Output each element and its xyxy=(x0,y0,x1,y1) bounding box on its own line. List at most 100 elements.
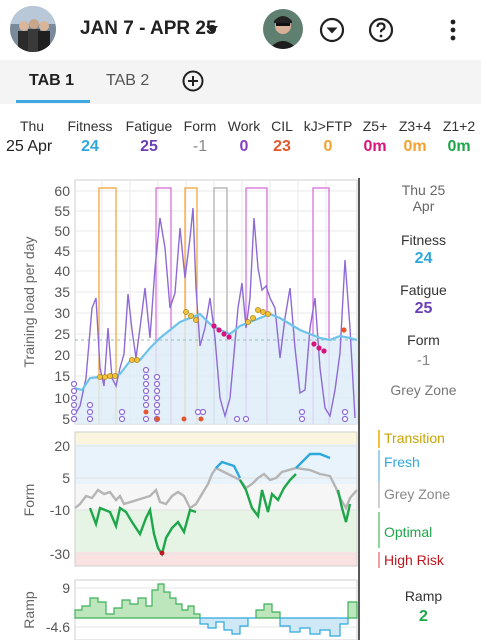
side-fitness-label: Fitness xyxy=(400,232,447,248)
summary-work-value: 0 xyxy=(239,138,249,155)
side-zone: Grey Zone xyxy=(390,382,457,398)
tick: 30 xyxy=(54,305,70,321)
tick: 25 xyxy=(54,326,70,342)
dropdown-circle-icon[interactable] xyxy=(319,17,345,43)
side-fatigue-label: Fatigue xyxy=(400,282,447,298)
summary-fatigue[interactable]: Fatigue 25 xyxy=(123,118,175,156)
summary-cil-value: 23 xyxy=(273,138,291,155)
chevron-down-icon[interactable] xyxy=(206,26,218,33)
training-yticks: 60 55 50 45 40 35 30 25 20 15 10 5 xyxy=(54,183,70,427)
side-ramp-label: Ramp xyxy=(404,588,443,604)
zone-grey xyxy=(75,484,357,510)
summary-day: Thu xyxy=(19,118,45,134)
tick: 40 xyxy=(54,263,70,279)
zone-optimal xyxy=(75,510,357,552)
form-yticks: 20 5 -10 -30 xyxy=(50,438,70,562)
form-high-risk-dot xyxy=(159,550,165,556)
legend-high-risk: High Risk xyxy=(378,552,444,568)
summary-date: Thu 25 Apr xyxy=(6,118,52,156)
team-avatar[interactable] xyxy=(10,6,56,52)
side-date-line2: Apr xyxy=(412,198,435,214)
tick: 50 xyxy=(54,223,70,239)
summary-work[interactable]: Work 0 xyxy=(226,118,262,156)
ramp-positive-area-2 xyxy=(255,603,281,619)
legend-transition: Transition xyxy=(378,430,445,448)
training-ylabel: Training load per day xyxy=(21,236,37,367)
form-line-fresh-2 xyxy=(295,452,331,469)
summary-fitness-label: Fitness xyxy=(67,118,113,134)
ramp-ylabel: Ramp xyxy=(21,591,37,629)
help-icon[interactable] xyxy=(368,17,394,43)
ramp-positive-area-3 xyxy=(347,601,358,619)
ramp-yticks: 9 -4.6 xyxy=(46,580,70,635)
active-tab-indicator xyxy=(16,100,90,103)
summary-kj-ftp-label: kJ>FTP xyxy=(303,118,353,134)
zone-high-risk xyxy=(75,552,357,566)
ramp-chart[interactable]: 9 -4.6 Ramp xyxy=(21,579,358,640)
form-line-optimal xyxy=(88,506,197,557)
legend-grey-zone: Grey Zone xyxy=(378,482,451,508)
tick: 45 xyxy=(54,243,70,259)
legend-optimal-label: Optimal xyxy=(384,524,433,540)
side-ramp-value: 2 xyxy=(419,608,428,625)
legend-optimal: Optimal xyxy=(378,512,433,548)
summary-form[interactable]: Form -1 xyxy=(182,118,218,156)
tab-bar: TAB 1 TAB 2 xyxy=(0,60,481,104)
tick: -4.6 xyxy=(46,619,70,635)
user-avatar[interactable] xyxy=(263,9,303,49)
tick: 20 xyxy=(54,438,70,454)
tick: 35 xyxy=(54,284,70,300)
tick: 9 xyxy=(62,580,70,596)
summary-row: Thu 25 Apr Fitness 24 Fatigue 25 Form -1… xyxy=(0,114,481,164)
side-fatigue-value: 25 xyxy=(414,300,433,317)
summary-cil[interactable]: CIL 23 xyxy=(268,118,296,156)
tick: -30 xyxy=(50,546,70,562)
workout-dots xyxy=(70,366,349,423)
form-line-optimal-3 xyxy=(336,489,352,523)
zone-fresh xyxy=(75,444,357,484)
ramp-negative-area xyxy=(199,617,256,635)
add-tab-icon[interactable] xyxy=(182,70,204,92)
summary-z5-value: 0m xyxy=(363,138,387,155)
summary-kj-ftp[interactable]: kJ>FTP 0 xyxy=(302,118,354,156)
form-ylabel: Form xyxy=(21,484,37,517)
summary-z12[interactable]: Z1+2 0m xyxy=(440,118,478,156)
training-load-chart[interactable]: 60 55 50 45 40 35 30 25 20 15 10 5 Train… xyxy=(21,179,358,427)
summary-date-value: 25 Apr xyxy=(6,138,53,155)
form-chart[interactable]: 20 5 -10 -30 Form xyxy=(21,431,358,567)
side-form-value: -1 xyxy=(416,352,431,369)
summary-z34-value: 0m xyxy=(403,138,427,155)
summary-z12-value: 0m xyxy=(447,138,471,155)
charts-panel[interactable]: 60 55 50 45 40 35 30 25 20 15 10 5 Train… xyxy=(0,178,365,640)
form-line-fresh xyxy=(215,460,242,479)
tick: -10 xyxy=(50,502,70,518)
legend-grey-zone-label: Grey Zone xyxy=(384,486,451,502)
tick: 20 xyxy=(54,347,70,363)
summary-cil-label: CIL xyxy=(271,118,293,134)
form-line-grey xyxy=(74,466,358,511)
side-fitness-value: 24 xyxy=(414,250,433,267)
app-header: JAN 7 - APR 25 xyxy=(0,0,481,60)
fatigue-line xyxy=(74,207,356,419)
summary-z5-label: Z5+ xyxy=(362,118,388,134)
summary-work-label: Work xyxy=(227,118,261,134)
workout-red-dots xyxy=(143,409,204,422)
summary-z34[interactable]: Z3+4 0m xyxy=(396,118,434,156)
ramp-negative-area-2 xyxy=(279,617,349,637)
summary-z5[interactable]: Z5+ 0m xyxy=(360,118,390,156)
date-range-label[interactable]: JAN 7 - APR 25 xyxy=(80,18,217,39)
more-vert-icon[interactable] xyxy=(440,17,466,43)
summary-z12-label: Z1+2 xyxy=(442,118,476,134)
tab-1[interactable]: TAB 1 xyxy=(29,72,75,89)
summary-fitness[interactable]: Fitness 24 xyxy=(64,118,116,156)
legend-transition-label: Transition xyxy=(384,430,445,446)
summary-fitness-value: 24 xyxy=(81,138,99,155)
tick: 15 xyxy=(54,368,70,384)
tick: 5 xyxy=(62,411,70,427)
side-panel: Thu 25 Apr Fitness 24 Fatigue 25 Form -1… xyxy=(366,178,481,640)
summary-form-value: -1 xyxy=(192,138,208,155)
ramp-positive-area xyxy=(74,583,201,619)
legend-high-risk-label: High Risk xyxy=(384,552,444,568)
summary-z34-label: Z3+4 xyxy=(398,118,432,134)
tab-2[interactable]: TAB 2 xyxy=(106,72,150,89)
